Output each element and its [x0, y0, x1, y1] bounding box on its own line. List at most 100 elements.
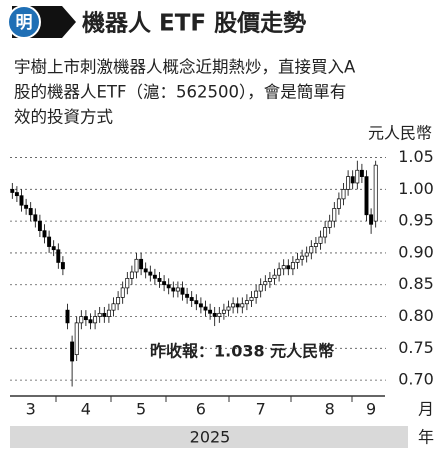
y-tick-label: 0.75: [398, 338, 434, 357]
candle-body: [212, 312, 217, 317]
candle-body: [309, 246, 314, 254]
candle-body: [97, 312, 102, 317]
annotation: 昨收報：1.038 元人民幣: [150, 342, 334, 361]
candle-body: [56, 249, 61, 263]
candle-body: [364, 176, 369, 216]
y-tick-label: 1.00: [398, 179, 434, 198]
candle-body: [240, 303, 245, 308]
candle-body: [286, 265, 291, 270]
candle-body: [152, 274, 157, 279]
candle-body: [221, 309, 226, 314]
title: 機器人 ETF 股價走勢: [82, 11, 306, 37]
candle-body: [37, 220, 42, 232]
candle-body: [277, 268, 282, 276]
candle-body: [217, 312, 222, 317]
candle-body: [139, 258, 144, 270]
candle-body: [65, 309, 70, 324]
candle-body: [60, 262, 65, 270]
candle-body: [79, 316, 84, 324]
candle-body: [323, 227, 328, 238]
candle-body: [226, 306, 231, 311]
candle-body: [281, 265, 286, 270]
x-tick-label: 9: [366, 400, 376, 419]
candle-body: [24, 204, 29, 209]
x-tick-label: 5: [136, 400, 146, 419]
candle-body: [290, 262, 295, 270]
logo-circle: [7, 5, 41, 39]
candle-body: [313, 243, 318, 247]
candle-body: [180, 287, 185, 295]
candle-body: [83, 316, 88, 321]
candle-body: [70, 341, 75, 362]
candle-body: [208, 309, 213, 314]
candle-body: [116, 297, 121, 305]
candle-body: [28, 208, 33, 216]
year-band: [10, 426, 408, 448]
candle-body: [346, 176, 351, 190]
candle-body: [106, 309, 111, 317]
candle-body: [33, 214, 38, 222]
candle-body: [148, 271, 153, 276]
description-line: 效的投資方式: [14, 108, 113, 127]
candle-body: [111, 303, 116, 311]
candle-body: [102, 312, 107, 317]
candle-body: [318, 236, 323, 244]
x-unit: 月: [418, 400, 434, 419]
candle-body: [244, 300, 249, 305]
candle-body: [74, 322, 79, 356]
candle-body: [295, 258, 300, 263]
candle-body: [327, 220, 332, 228]
candle-body: [19, 195, 24, 206]
x-tick-label: 8: [325, 400, 335, 419]
candle-body: [359, 169, 364, 177]
candle-body: [369, 214, 374, 225]
logo-text: 明: [16, 13, 33, 33]
description-line: 宇樹上市刺激機器人概念近期熱炒，直接買入A: [14, 57, 356, 77]
y-tick-label: 0.85: [398, 274, 434, 293]
y-tick-label: 0.80: [398, 306, 434, 325]
candle-body: [267, 278, 272, 282]
candle-body: [231, 303, 236, 308]
description-line: 股的機器人ETF（滬：562500），會是簡單有: [14, 83, 346, 102]
candle-body: [42, 230, 47, 238]
candle-body: [272, 274, 277, 279]
y-axis-label: 元人民幣: [368, 124, 432, 143]
candle-body: [203, 306, 208, 311]
x-tick-label: 6: [196, 400, 206, 419]
candle-body: [355, 169, 360, 184]
x-tick-label: 7: [256, 400, 266, 419]
candle-body: [373, 164, 378, 222]
candle-body: [120, 287, 125, 298]
candle-body: [125, 278, 130, 289]
y-tick-label: 0.90: [398, 242, 434, 261]
candle-body: [47, 236, 52, 247]
candle-body: [14, 192, 19, 197]
candle-body: [134, 258, 139, 273]
y-tick-label: 0.70: [398, 370, 434, 389]
candle-body: [332, 208, 337, 222]
candle-body: [88, 319, 93, 324]
candle-body: [336, 198, 341, 209]
candle-body: [263, 281, 268, 286]
year-unit: 年: [418, 428, 434, 447]
candle-body: [258, 284, 263, 292]
candle-body: [143, 268, 148, 273]
candle-body: [93, 316, 98, 324]
y-tick-label: 0.95: [398, 211, 434, 230]
candle-body: [166, 284, 171, 289]
candle-body: [300, 255, 305, 260]
candle-body: [235, 303, 240, 308]
candle-body: [189, 297, 194, 301]
candle-body: [194, 300, 199, 305]
month-separators: [55, 396, 353, 402]
candle-body: [341, 188, 346, 200]
x-tick-label: 4: [81, 400, 91, 419]
candle-body: [51, 246, 56, 251]
candle-body: [304, 252, 309, 257]
candle-body: [175, 287, 180, 292]
candle-body: [129, 271, 134, 279]
year-label: 2025: [190, 428, 231, 447]
candle-body: [171, 287, 176, 292]
candle-body: [185, 293, 190, 298]
